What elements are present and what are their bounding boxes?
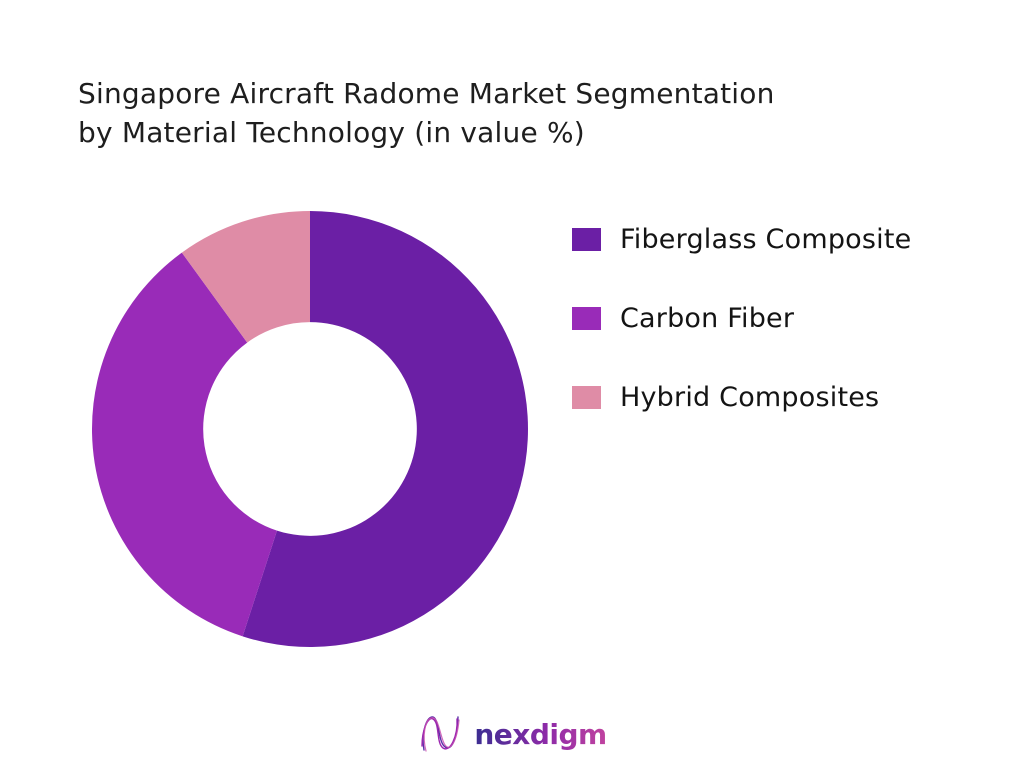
chart-title: Singapore Aircraft Radome Market Segment… — [78, 74, 775, 152]
nexdigm-logo: nexdigm — [0, 710, 1024, 758]
legend-label: Fiberglass Composite — [620, 224, 912, 255]
donut-chart — [90, 209, 530, 649]
legend-item-fiberglass-composite: Fiberglass Composite — [572, 224, 911, 255]
legend-label: Hybrid Composites — [620, 382, 880, 413]
donut-segment-hybrid-composites — [181, 211, 310, 343]
donut-segment-carbon-fiber — [91, 252, 277, 637]
chart-legend: Fiberglass Composite Carbon Fiber Hybrid… — [572, 224, 911, 413]
legend-swatch-hybrid-composites — [572, 386, 601, 409]
chart-title-line1: Singapore Aircraft Radome Market Segment… — [78, 77, 775, 110]
legend-swatch-fiberglass-composite — [572, 228, 601, 251]
chart-title-line2: by Material Technology (in value %) — [78, 116, 585, 149]
legend-label: Carbon Fiber — [620, 303, 795, 334]
legend-item-hybrid-composites: Hybrid Composites — [572, 382, 911, 413]
donut-segment-fiberglass-composite — [242, 211, 528, 647]
donut-chart-svg — [91, 211, 528, 647]
nexdigm-n-waves-icon — [421, 716, 460, 752]
legend-item-carbon-fiber: Carbon Fiber — [572, 303, 911, 334]
nexdigm-logo-text: nexdigm — [474, 717, 607, 751]
legend-swatch-carbon-fiber — [572, 307, 601, 330]
